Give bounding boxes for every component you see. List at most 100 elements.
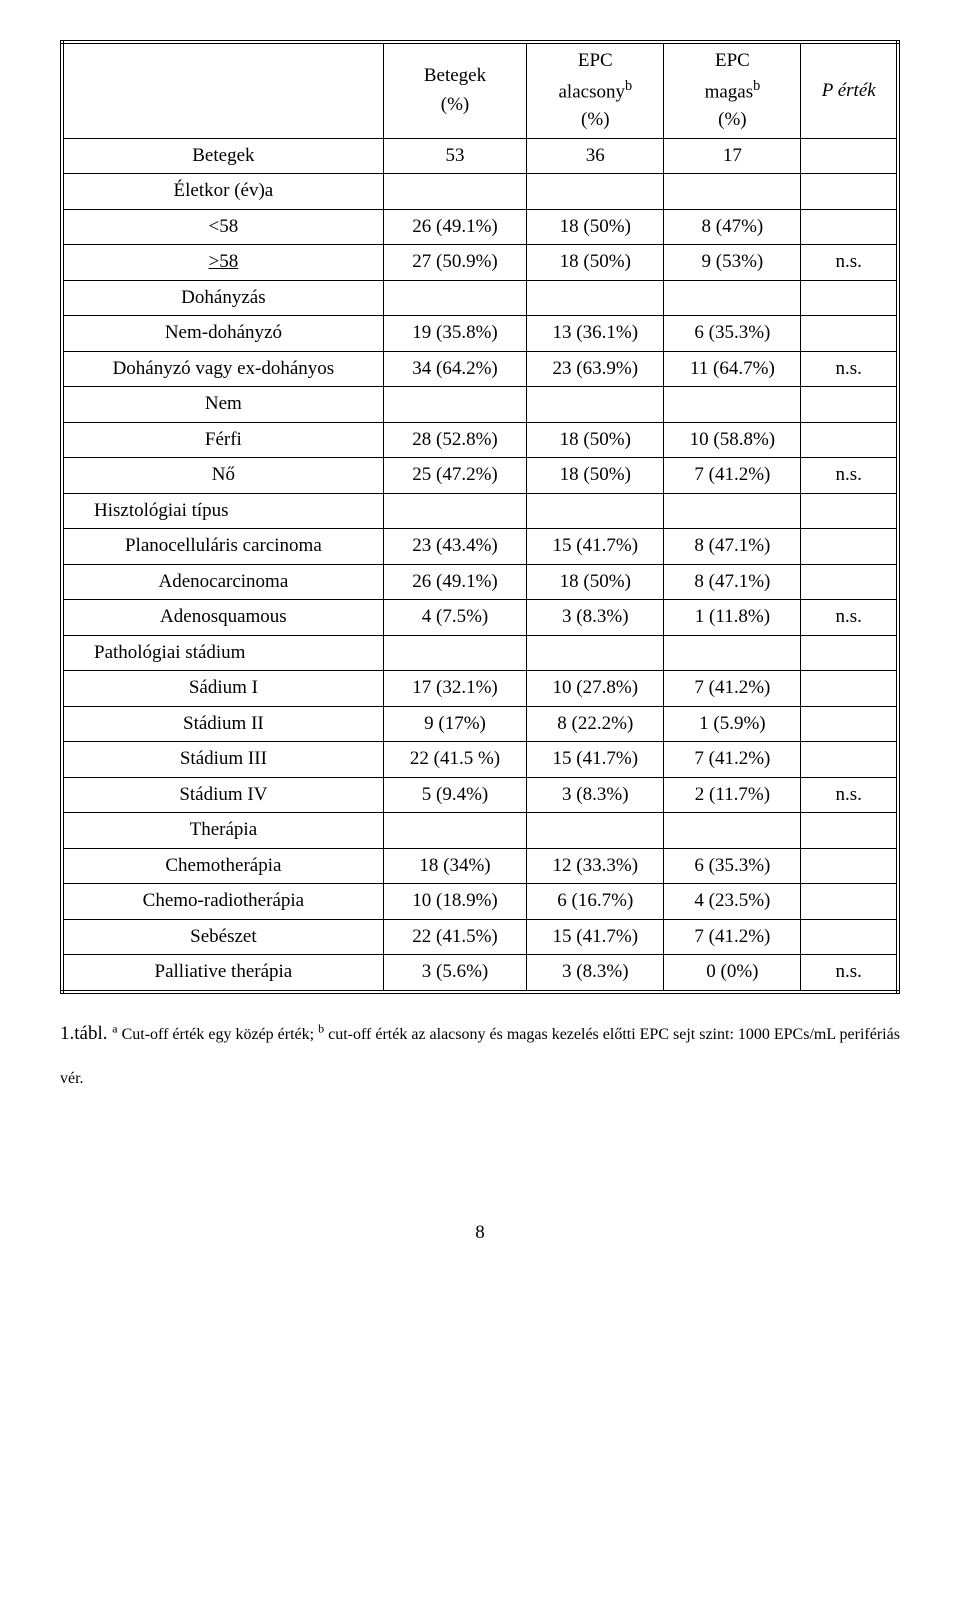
cell: 34 (64.2%)	[383, 351, 526, 387]
cell	[527, 635, 664, 671]
cell	[801, 848, 898, 884]
cell	[527, 813, 664, 849]
table-row: Sebészet22 (41.5%)15 (41.7%)7 (41.2%)	[62, 919, 898, 955]
col-epc-high: EPC magasb (%)	[664, 42, 801, 138]
cell: 26 (49.1%)	[383, 209, 526, 245]
cell	[801, 671, 898, 707]
cell: n.s.	[801, 458, 898, 494]
footnote-lead: 1.tábl.	[60, 1023, 112, 1044]
cell	[801, 919, 898, 955]
row-label: Betegek	[62, 138, 383, 174]
cell: 18 (50%)	[527, 245, 664, 281]
row-label: Stádium II	[62, 706, 383, 742]
cell	[664, 635, 801, 671]
cell: 36	[527, 138, 664, 174]
cell	[801, 742, 898, 778]
table-row: Dohányzás	[62, 280, 898, 316]
footnote-text-a: Cut-off érték egy közép érték;	[118, 1026, 319, 1043]
cell: n.s.	[801, 245, 898, 281]
cell: 6 (16.7%)	[527, 884, 664, 920]
table-row: Stádium II9 (17%)8 (22.2%)1 (5.9%)	[62, 706, 898, 742]
row-label: Planocelluláris carcinoma	[62, 529, 383, 565]
table-row: Nő25 (47.2%)18 (50%)7 (41.2%)n.s.	[62, 458, 898, 494]
row-label: >58	[62, 245, 383, 281]
cell	[664, 387, 801, 423]
cell	[664, 813, 801, 849]
table-row: Adenosquamous4 (7.5%)3 (8.3%)1 (11.8%)n.…	[62, 600, 898, 636]
cell: 18 (50%)	[527, 458, 664, 494]
cell	[801, 706, 898, 742]
cell: 15 (41.7%)	[527, 529, 664, 565]
cell	[801, 316, 898, 352]
cell: 15 (41.7%)	[527, 742, 664, 778]
cell	[527, 387, 664, 423]
row-label: Sádium I	[62, 671, 383, 707]
row-label: Pathológiai stádium	[62, 635, 383, 671]
cell	[801, 387, 898, 423]
cell	[801, 138, 898, 174]
cell	[527, 493, 664, 529]
cell: 3 (8.3%)	[527, 600, 664, 636]
cell	[801, 209, 898, 245]
cell	[801, 422, 898, 458]
cell: 17	[664, 138, 801, 174]
table-row: Palliative therápia3 (5.6%)3 (8.3%)0 (0%…	[62, 955, 898, 992]
cell: 8 (47%)	[664, 209, 801, 245]
cell: 18 (50%)	[527, 422, 664, 458]
table-row: Életkor (év)a	[62, 174, 898, 210]
table-row: Chemotherápia18 (34%)12 (33.3%)6 (35.3%)	[62, 848, 898, 884]
cell: 6 (35.3%)	[664, 848, 801, 884]
cell: n.s.	[801, 777, 898, 813]
row-label: Sebészet	[62, 919, 383, 955]
row-label: Stádium III	[62, 742, 383, 778]
table-row: Adenocarcinoma26 (49.1%)18 (50%)8 (47.1%…	[62, 564, 898, 600]
cell	[801, 884, 898, 920]
cell: 27 (50.9%)	[383, 245, 526, 281]
cell: 12 (33.3%)	[527, 848, 664, 884]
cell	[527, 174, 664, 210]
cell	[383, 387, 526, 423]
col-epc-low: EPC alacsonyb (%)	[527, 42, 664, 138]
cell	[527, 280, 664, 316]
table-row: Therápia	[62, 813, 898, 849]
table-row: Stádium III22 (41.5 %)15 (41.7%)7 (41.2%…	[62, 742, 898, 778]
table-row: <5826 (49.1%)18 (50%)8 (47%)	[62, 209, 898, 245]
row-label: Chemo-radiotherápia	[62, 884, 383, 920]
row-label: Adenocarcinoma	[62, 564, 383, 600]
table-row: Férfi28 (52.8%)18 (50%)10 (58.8%)	[62, 422, 898, 458]
cell: 22 (41.5%)	[383, 919, 526, 955]
table-footnote: 1.tábl. a Cut-off érték egy közép érték;…	[60, 1012, 900, 1099]
cell: 11 (64.7%)	[664, 351, 801, 387]
cell: 3 (8.3%)	[527, 777, 664, 813]
table-row: Sádium I17 (32.1%)10 (27.8%)7 (41.2%)	[62, 671, 898, 707]
cell: 23 (43.4%)	[383, 529, 526, 565]
cell	[664, 280, 801, 316]
cell: n.s.	[801, 955, 898, 992]
cell: 4 (7.5%)	[383, 600, 526, 636]
cell: 8 (47.1%)	[664, 564, 801, 600]
table-row: Hisztológiai típus	[62, 493, 898, 529]
row-label: Hisztológiai típus	[62, 493, 383, 529]
cell: 7 (41.2%)	[664, 458, 801, 494]
cell	[383, 635, 526, 671]
table-row: >5827 (50.9%)18 (50%)9 (53%)n.s.	[62, 245, 898, 281]
row-label: Chemotherápia	[62, 848, 383, 884]
cell: 10 (58.8%)	[664, 422, 801, 458]
page-number: 8	[60, 1219, 900, 1248]
cell	[801, 493, 898, 529]
cell	[383, 493, 526, 529]
col-p-value: P érték	[801, 42, 898, 138]
cell: 4 (23.5%)	[664, 884, 801, 920]
cell: 28 (52.8%)	[383, 422, 526, 458]
cell	[664, 174, 801, 210]
cell: 2 (11.7%)	[664, 777, 801, 813]
cell: 15 (41.7%)	[527, 919, 664, 955]
row-label: Dohányzó vagy ex-dohányos	[62, 351, 383, 387]
cell: 7 (41.2%)	[664, 919, 801, 955]
cell: 8 (47.1%)	[664, 529, 801, 565]
cell	[383, 280, 526, 316]
row-label: Stádium IV	[62, 777, 383, 813]
cell: 53	[383, 138, 526, 174]
cell	[383, 813, 526, 849]
table-row: Pathológiai stádium	[62, 635, 898, 671]
